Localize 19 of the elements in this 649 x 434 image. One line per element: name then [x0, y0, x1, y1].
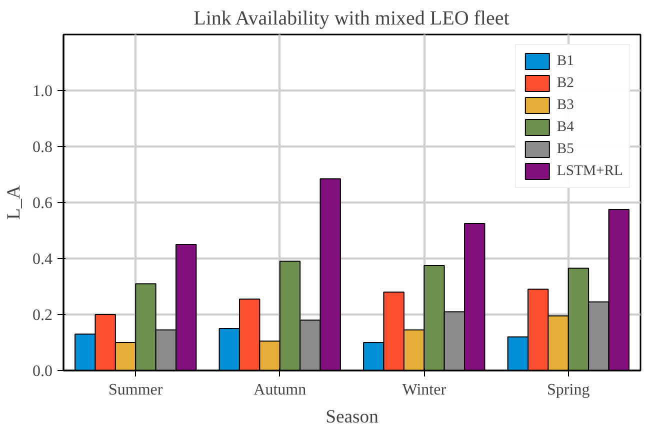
y-axis-title: L_A: [4, 184, 24, 220]
x-tick-label: Winter: [402, 382, 447, 398]
y-tick-label: 1.0: [32, 83, 52, 100]
legend-label: B4: [556, 118, 576, 136]
legend-label: B3: [556, 96, 576, 114]
chart-title: Link Availability with mixed LEO fleet: [194, 8, 510, 30]
x-tick-label: Autumn: [254, 382, 306, 398]
y-tick-label: 0.6: [32, 195, 52, 212]
legend-label: B1: [556, 52, 576, 70]
x-tick-label: Spring: [547, 382, 590, 398]
x-tick-label: Summer: [108, 382, 164, 398]
y-tick-label: 0.8: [32, 139, 52, 156]
y-tick-label: 0.2: [32, 307, 52, 324]
y-tick-label: 0.4: [32, 251, 52, 268]
x-axis-title: Season: [326, 406, 380, 428]
legend-label: B2: [556, 74, 576, 92]
legend-label: LSTM+RL: [556, 162, 623, 180]
y-tick-label: 0.0: [32, 363, 52, 380]
legend-label: B5: [556, 140, 576, 158]
